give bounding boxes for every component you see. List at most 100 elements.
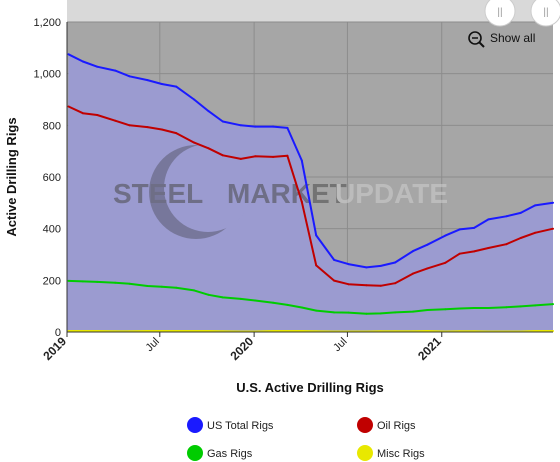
navigator-handle-right[interactable]: ||: [530, 0, 560, 27]
data-point-oil-rigs[interactable]: [347, 283, 350, 286]
data-point-us-total-rigs[interactable]: [534, 204, 537, 207]
data-point-us-total-rigs[interactable]: [487, 218, 490, 221]
data-point-oil-rigs[interactable]: [300, 200, 303, 203]
data-point-oil-rigs[interactable]: [221, 154, 224, 157]
data-point-gas-rigs[interactable]: [379, 312, 382, 315]
data-point-oil-rigs[interactable]: [146, 126, 149, 129]
data-point-oil-rigs[interactable]: [394, 282, 397, 285]
data-point-oil-rigs[interactable]: [193, 141, 196, 144]
data-point-gas-rigs[interactable]: [519, 305, 522, 308]
data-point-us-total-rigs[interactable]: [379, 264, 382, 267]
data-point-oil-rigs[interactable]: [505, 243, 508, 246]
data-point-oil-rigs[interactable]: [286, 154, 289, 157]
data-point-gas-rigs[interactable]: [146, 285, 149, 287]
data-point-us-total-rigs[interactable]: [347, 263, 350, 266]
data-point-us-total-rigs[interactable]: [114, 69, 117, 72]
data-point-oil-rigs[interactable]: [333, 279, 336, 282]
data-point-us-total-rigs[interactable]: [272, 125, 275, 128]
data-point-us-total-rigs[interactable]: [175, 85, 178, 88]
data-point-oil-rigs[interactable]: [412, 272, 414, 275]
data-point-oil-rigs[interactable]: [67, 105, 70, 108]
data-point-gas-rigs[interactable]: [552, 303, 554, 306]
data-point-oil-rigs[interactable]: [114, 119, 117, 122]
data-point-us-total-rigs[interactable]: [300, 159, 303, 162]
data-point-gas-rigs[interactable]: [426, 309, 429, 311]
data-point-gas-rigs[interactable]: [207, 293, 210, 296]
data-point-us-total-rigs[interactable]: [333, 258, 336, 261]
data-point-gas-rigs[interactable]: [221, 296, 224, 299]
data-point-us-total-rigs[interactable]: [128, 75, 131, 78]
data-point-oil-rigs[interactable]: [128, 124, 131, 127]
data-point-us-total-rigs[interactable]: [146, 79, 149, 82]
data-point-gas-rigs[interactable]: [534, 304, 537, 307]
data-point-us-total-rigs[interactable]: [207, 110, 210, 113]
data-point-gas-rigs[interactable]: [412, 310, 414, 313]
data-point-us-total-rigs[interactable]: [96, 65, 99, 68]
data-point-us-total-rigs[interactable]: [315, 234, 318, 237]
data-point-oil-rigs[interactable]: [175, 132, 178, 135]
handle-left-circle[interactable]: [484, 0, 516, 27]
show-all-button[interactable]: Show all: [463, 27, 545, 49]
data-point-gas-rigs[interactable]: [365, 312, 368, 315]
data-point-oil-rigs[interactable]: [365, 284, 368, 287]
data-point-gas-rigs[interactable]: [315, 309, 318, 312]
data-point-us-total-rigs[interactable]: [394, 261, 397, 264]
data-point-oil-rigs[interactable]: [444, 261, 447, 264]
data-point-us-total-rigs[interactable]: [552, 201, 554, 204]
legend-item-us-total-rigs[interactable]: US Total Rigs: [187, 417, 274, 433]
data-point-gas-rigs[interactable]: [175, 286, 178, 289]
data-point-us-total-rigs[interactable]: [444, 234, 447, 237]
data-point-oil-rigs[interactable]: [160, 128, 163, 131]
data-point-oil-rigs[interactable]: [552, 227, 554, 230]
navigator-handle-left[interactable]: ||: [484, 0, 516, 27]
data-point-us-total-rigs[interactable]: [221, 120, 224, 123]
data-point-gas-rigs[interactable]: [394, 311, 397, 314]
data-point-gas-rigs[interactable]: [444, 308, 447, 311]
data-point-us-total-rigs[interactable]: [81, 60, 84, 63]
data-point-oil-rigs[interactable]: [534, 231, 537, 234]
handle-right-circle[interactable]: [530, 0, 560, 27]
data-point-gas-rigs[interactable]: [67, 279, 70, 282]
data-point-us-total-rigs[interactable]: [239, 124, 242, 127]
data-point-gas-rigs[interactable]: [458, 307, 461, 310]
legend-item-misc-rigs[interactable]: Misc Rigs: [357, 445, 425, 461]
data-point-us-total-rigs[interactable]: [519, 211, 522, 214]
data-point-gas-rigs[interactable]: [473, 307, 476, 309]
data-point-us-total-rigs[interactable]: [473, 226, 476, 229]
data-point-gas-rigs[interactable]: [272, 301, 275, 304]
data-point-gas-rigs[interactable]: [254, 299, 257, 302]
data-point-oil-rigs[interactable]: [487, 247, 490, 249]
data-point-gas-rigs[interactable]: [347, 311, 350, 314]
data-point-gas-rigs[interactable]: [505, 306, 508, 309]
data-point-oil-rigs[interactable]: [426, 267, 429, 270]
data-point-gas-rigs[interactable]: [81, 280, 84, 283]
data-point-gas-rigs[interactable]: [333, 311, 336, 314]
data-point-gas-rigs[interactable]: [193, 289, 196, 292]
data-point-oil-rigs[interactable]: [379, 284, 382, 287]
data-point-gas-rigs[interactable]: [128, 282, 131, 285]
data-point-us-total-rigs[interactable]: [254, 125, 257, 128]
data-point-us-total-rigs[interactable]: [193, 98, 196, 101]
data-point-us-total-rigs[interactable]: [458, 228, 461, 231]
data-point-us-total-rigs[interactable]: [505, 215, 508, 218]
data-point-us-total-rigs[interactable]: [160, 83, 163, 85]
data-point-oil-rigs[interactable]: [473, 250, 476, 253]
data-point-oil-rigs[interactable]: [96, 114, 99, 116]
data-point-gas-rigs[interactable]: [160, 285, 163, 288]
data-point-gas-rigs[interactable]: [114, 281, 117, 284]
data-point-oil-rigs[interactable]: [239, 157, 242, 160]
data-point-oil-rigs[interactable]: [207, 147, 210, 150]
data-point-oil-rigs[interactable]: [272, 155, 275, 158]
data-point-us-total-rigs[interactable]: [412, 250, 414, 253]
data-point-oil-rigs[interactable]: [254, 155, 257, 158]
data-point-gas-rigs[interactable]: [96, 280, 99, 283]
data-point-gas-rigs[interactable]: [239, 297, 242, 300]
legend-item-oil-rigs[interactable]: Oil Rigs: [357, 417, 416, 433]
data-point-us-total-rigs[interactable]: [365, 266, 368, 269]
data-point-us-total-rigs[interactable]: [426, 243, 429, 246]
data-point-oil-rigs[interactable]: [81, 112, 84, 115]
data-point-oil-rigs[interactable]: [315, 264, 318, 267]
data-point-gas-rigs[interactable]: [487, 307, 490, 309]
data-point-oil-rigs[interactable]: [519, 237, 522, 239]
data-point-gas-rigs[interactable]: [286, 303, 289, 306]
